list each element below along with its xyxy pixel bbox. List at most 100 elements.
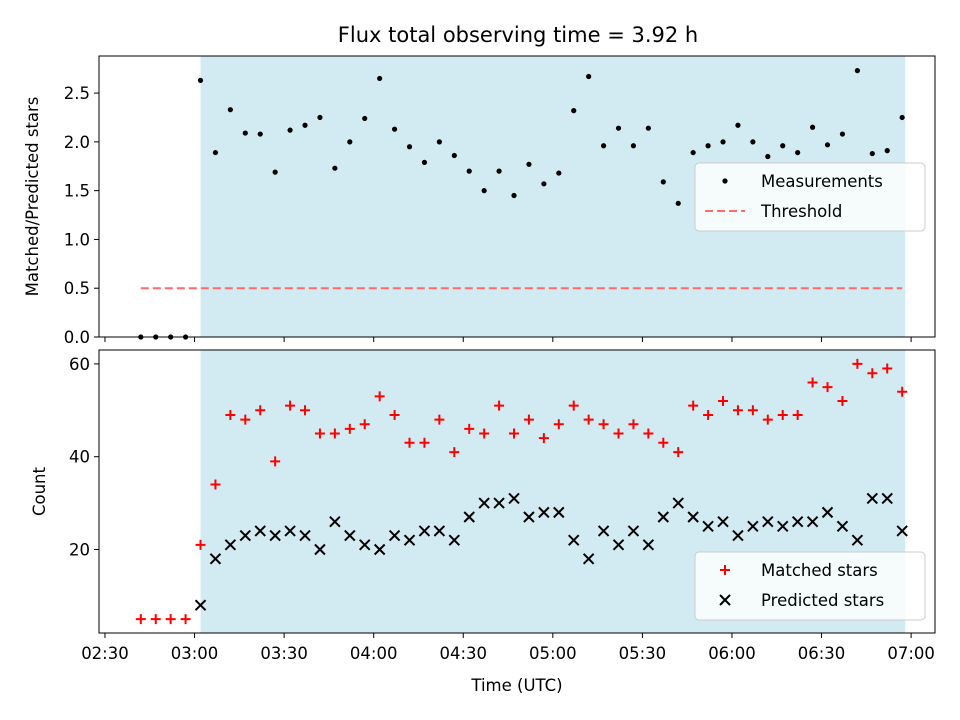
legend-box — [694, 551, 926, 621]
predicted-stars-point — [344, 529, 356, 542]
matched-stars-point — [822, 382, 833, 393]
measurement-point — [347, 139, 353, 145]
matched-stars-point — [359, 419, 370, 430]
top-y-axis-label: Matched/Predicted stars — [23, 97, 42, 297]
matched-stars-point — [404, 437, 415, 448]
y-tick-label: 2.5 — [64, 84, 90, 103]
matched-stars-point — [180, 614, 191, 625]
matched-stars-point — [255, 405, 266, 416]
predicted-stars-point — [851, 534, 864, 546]
predicted-stars-point — [791, 515, 804, 528]
y-tick-label: 2.0 — [64, 133, 90, 152]
matched-stars-point — [494, 400, 505, 411]
predicted-stars-point — [329, 515, 341, 528]
predicted-stars-point — [523, 511, 535, 523]
legend-box — [694, 162, 926, 232]
bottom-panel: 20 40 60 02:30 03:00 03:30 04:00 04:30 05:00 05:… — [30, 349, 936, 695]
measurement-point — [780, 143, 786, 149]
matched-stars-point — [882, 363, 893, 374]
measurement-point — [675, 200, 681, 206]
measurement-point — [242, 130, 248, 136]
matched-stars-point — [613, 428, 624, 439]
measurement-point — [660, 179, 666, 185]
predicted-stars-point — [224, 539, 237, 551]
measurement-point — [302, 122, 308, 128]
legend-x-marker — [719, 594, 731, 606]
matched-stars-point — [374, 391, 385, 402]
predicted-stars-point — [702, 520, 714, 533]
measurement-point — [541, 181, 547, 187]
measurement-point — [451, 152, 457, 159]
measurement-point — [615, 125, 622, 131]
measurement-point — [586, 73, 592, 80]
matched-stars-point — [807, 377, 818, 388]
measurement-point — [406, 144, 413, 150]
matched-stars-point — [703, 409, 714, 420]
y-tick-label: 20 — [69, 540, 90, 559]
measurement-point — [272, 169, 278, 175]
predicted-stars-point — [627, 525, 640, 537]
top-y-axis: 0.0 0.5 1.0 1.5 2.0 2.5 — [64, 84, 99, 347]
bottom-y-axis-label: Count — [30, 466, 49, 516]
measurement-point — [212, 149, 219, 156]
matched-stars-point — [658, 437, 669, 448]
x-tick-label: 03:00 — [171, 644, 219, 663]
measurement-point — [839, 131, 846, 137]
predicted-stars-point — [553, 506, 565, 519]
predicted-stars-point — [657, 511, 670, 523]
measurement-point — [854, 68, 860, 74]
predicted-stars-point — [194, 599, 207, 611]
predicted-stars-point — [732, 529, 744, 542]
measurement-point — [436, 139, 442, 145]
matched-stars-point — [837, 396, 848, 407]
bottom-y-axis: 20 40 60 — [69, 355, 99, 559]
measurement-point — [809, 124, 816, 130]
matched-stars-point — [643, 428, 654, 439]
predicted-stars-point — [717, 515, 729, 528]
predicted-stars-point — [597, 525, 610, 537]
measurement-point — [511, 192, 517, 199]
measurement-point — [630, 143, 637, 149]
x-tick-label: 05:30 — [619, 644, 667, 663]
x-tick-label: 06:30 — [798, 644, 846, 663]
predicted-stars-point — [373, 543, 386, 556]
matched-stars-point — [777, 409, 788, 420]
measurement-point — [556, 170, 562, 176]
measurement-point — [391, 126, 398, 132]
matched-stars-point — [195, 539, 206, 550]
measurement-point — [526, 161, 532, 167]
top-x-ticks — [104, 337, 912, 342]
matched-stars-point — [897, 386, 908, 397]
matched-stars-point — [464, 423, 475, 434]
matched-stars-point — [150, 614, 161, 625]
matched-stars-point — [225, 409, 236, 420]
legend-label: Matched stars — [761, 561, 878, 580]
measurement-point — [645, 125, 651, 131]
matched-stars-point — [300, 405, 311, 416]
predicted-stars-point — [448, 534, 461, 546]
measurement-point — [481, 188, 487, 194]
y-tick-label: 60 — [69, 355, 90, 374]
matched-stars-point — [598, 419, 609, 430]
matched-stars-point — [419, 437, 430, 448]
measurement-point — [362, 115, 368, 122]
predicted-stars-point — [777, 520, 789, 533]
predicted-stars-point — [568, 534, 580, 546]
predicted-stars-point — [284, 525, 296, 537]
legend-plus-marker — [720, 565, 730, 575]
predicted-stars-point — [359, 539, 371, 551]
matched-stars-point — [329, 428, 340, 439]
matched-stars-point — [762, 414, 773, 425]
legend-dot-marker — [722, 178, 728, 184]
measurement-point — [750, 139, 756, 145]
predicted-stars-point — [762, 515, 774, 528]
top-legend: Measurements Threshold — [694, 162, 926, 232]
measurement-point — [571, 108, 577, 114]
matched-stars-point — [135, 614, 146, 625]
measurement-point — [720, 139, 726, 145]
matched-stars-point — [583, 414, 594, 425]
x-tick-label: 04:00 — [350, 644, 398, 663]
measurement-point — [884, 148, 890, 154]
bottom-x-axis: 02:30 03:00 03:30 04:00 04:30 05:00 05:30 06:00… — [81, 633, 935, 663]
predicted-stars-point — [806, 515, 819, 528]
